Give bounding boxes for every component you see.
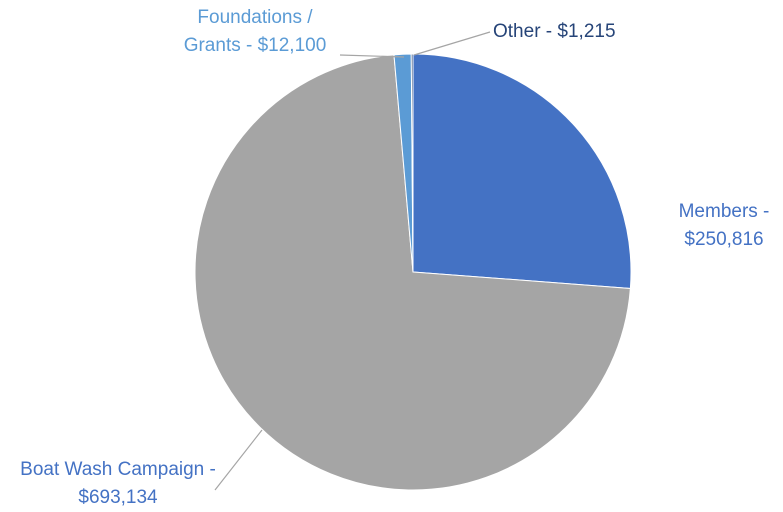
value-label: $693,134 [78,487,158,508]
slice-label: Members - $250,816 [668,198,780,254]
value-label: $1,215 [557,21,616,42]
leader-line [413,31,491,56]
slices [194,53,632,491]
value-label: $250,816 [684,229,764,250]
leader-line [214,429,263,491]
pie-slice [194,54,631,491]
category-name: Foundations / Grants - [183,7,313,56]
leader-line [339,54,405,58]
category-name: Boat Wash Campaign - [20,459,216,480]
pie-slice [410,53,414,273]
category-name: Other - [493,21,553,42]
pie-slice [412,53,632,289]
slice-label: Boat Wash Campaign - $693,134 [8,456,228,512]
slice-label: Foundations / Grants - $12,100 [175,4,335,60]
slice-label: Other - $1,215 [493,18,693,46]
category-name: Members - [678,201,770,222]
value-label: $12,100 [257,35,327,56]
